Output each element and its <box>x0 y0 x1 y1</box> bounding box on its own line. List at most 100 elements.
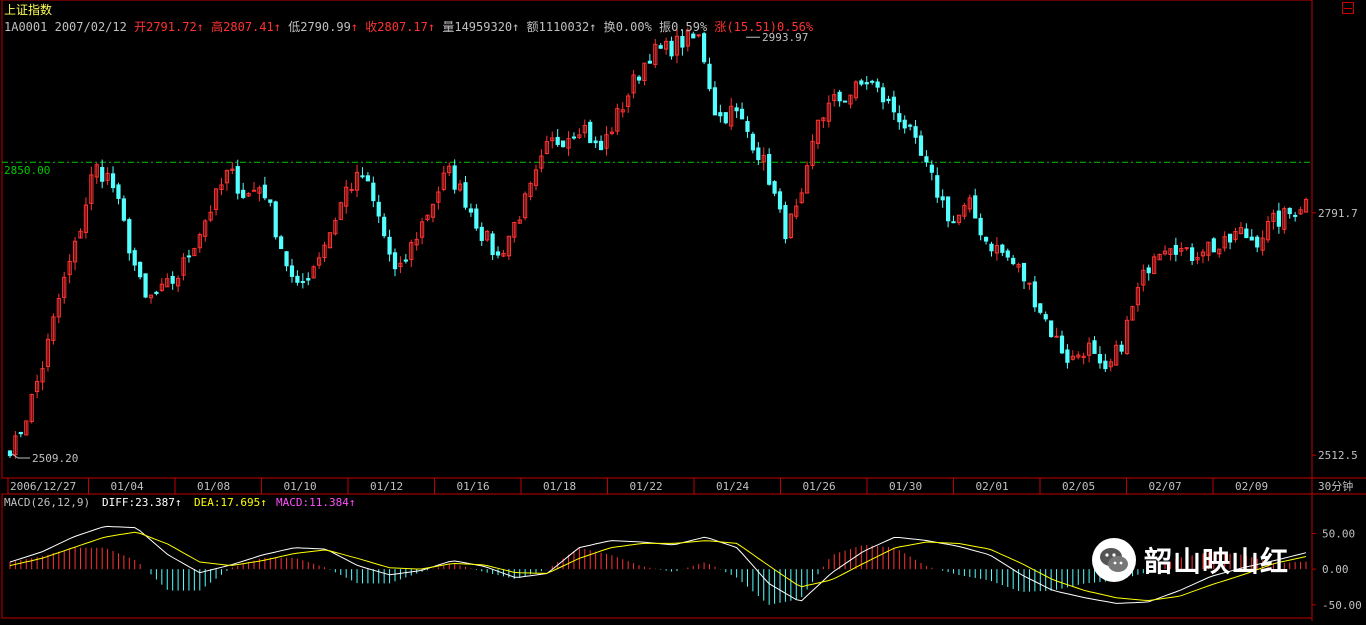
candle-body <box>989 243 994 252</box>
volume-value: 14959320 <box>454 20 513 34</box>
candle-body <box>772 181 777 194</box>
candle-body <box>864 82 869 85</box>
candle-body <box>674 35 680 56</box>
low-arrow: ↑ <box>350 20 359 34</box>
candle-body <box>1195 256 1200 261</box>
turnover-value: 0.00% <box>615 20 652 34</box>
candle-body <box>452 165 457 190</box>
candle-body <box>853 81 859 99</box>
candle-body <box>533 169 539 186</box>
watermark-text: 韶山映山红 <box>1144 545 1290 578</box>
candle-body <box>1179 248 1184 252</box>
candle-body <box>78 230 83 239</box>
candle-body <box>1119 344 1124 352</box>
candle-body <box>1260 237 1265 251</box>
x-tick-label: 02/09 <box>1235 480 1268 493</box>
candle-body <box>382 216 387 237</box>
candle-body <box>794 205 799 217</box>
candle-body <box>739 108 745 120</box>
candle-body <box>636 76 642 81</box>
candle-body <box>279 236 284 250</box>
candle-body <box>485 230 490 241</box>
candle-body <box>588 121 593 144</box>
candle-body <box>268 199 273 203</box>
candle-body <box>143 273 148 298</box>
candle-body <box>387 236 392 255</box>
candle-body <box>409 242 414 261</box>
candle-body <box>832 94 837 101</box>
candle-body <box>815 119 821 144</box>
candle-body <box>658 45 663 49</box>
candle-body <box>669 40 674 57</box>
change-label: 涨 <box>714 20 727 34</box>
candle-body <box>425 214 430 221</box>
candle-body <box>132 250 137 266</box>
candle-body <box>316 257 322 266</box>
candle-body <box>24 420 29 436</box>
candle-body <box>1293 214 1298 217</box>
min-annotation: 2509.20 <box>32 452 78 465</box>
high-arrow: ↑ <box>273 20 281 34</box>
candle-body <box>18 431 23 435</box>
candle-body <box>121 198 126 221</box>
candle-body <box>224 169 230 184</box>
candle-body <box>886 98 891 101</box>
candle-body <box>973 195 978 219</box>
candle-body <box>1103 360 1108 370</box>
candle-body <box>1249 236 1254 241</box>
quote-bar: 1A0001 2007/02/12 开2791.72↑ 高2807.41↑ 低2… <box>4 18 813 35</box>
candle-body <box>940 196 945 201</box>
amplitude-value: 0.59% <box>671 20 708 34</box>
candle-body <box>799 192 804 204</box>
high-value: 2807.41 <box>223 20 274 34</box>
x-tick-label: 01/12 <box>370 480 403 493</box>
low-value: 2790.99 <box>300 20 351 34</box>
candle-body <box>420 221 425 238</box>
x-tick-label: 02/01 <box>976 480 1009 493</box>
min-annotation-leader <box>11 453 30 459</box>
candle-body <box>506 235 511 257</box>
candle-body <box>582 124 587 134</box>
candle-body <box>62 276 67 298</box>
candle-body <box>138 261 143 278</box>
close-value: 2807.17 <box>377 20 428 34</box>
candle-body <box>1049 320 1054 338</box>
candle-body <box>1244 228 1249 239</box>
open-value: 2791.72 <box>146 20 197 34</box>
x-tick-label: 01/30 <box>889 480 922 493</box>
candle-body <box>517 219 522 224</box>
candle-body <box>805 165 810 194</box>
amount-label: 额 <box>526 20 539 34</box>
candle-body <box>1222 236 1227 249</box>
candle-body <box>1038 303 1043 313</box>
candle-body <box>745 121 750 132</box>
close-arrow: ↑ <box>427 20 436 34</box>
candle-body <box>349 188 354 191</box>
candle-body <box>577 134 582 138</box>
candle-body <box>701 33 707 63</box>
candle-body <box>1011 257 1016 265</box>
candle-body <box>289 265 295 277</box>
macd-diff-label: DIFF:23.387↑ <box>102 496 181 509</box>
x-tick-label: 02/05 <box>1062 480 1095 493</box>
window-minimize-icon[interactable] <box>1342 2 1354 14</box>
candle-body <box>767 154 772 185</box>
open-arrow: ↑ <box>196 20 204 34</box>
period-label: 30分钟 <box>1318 479 1353 493</box>
candle-body <box>523 193 528 219</box>
candle-body <box>837 91 842 102</box>
watermark: 韶山映山红 <box>1092 538 1289 582</box>
candle-body <box>544 141 549 154</box>
macd-y-tick-label: 50.00 <box>1322 527 1355 540</box>
candle-body <box>100 167 105 182</box>
turnover-label: 换 <box>603 20 616 34</box>
candle-body <box>463 182 468 208</box>
candle-body <box>192 248 197 257</box>
candle-body <box>994 244 1000 254</box>
candle-body <box>750 133 755 151</box>
candle-body <box>306 278 311 281</box>
candle-body <box>170 275 175 284</box>
candle-body <box>474 208 479 229</box>
macd-y-tick-label: 0.00 <box>1322 563 1349 576</box>
candle-body <box>246 192 251 197</box>
